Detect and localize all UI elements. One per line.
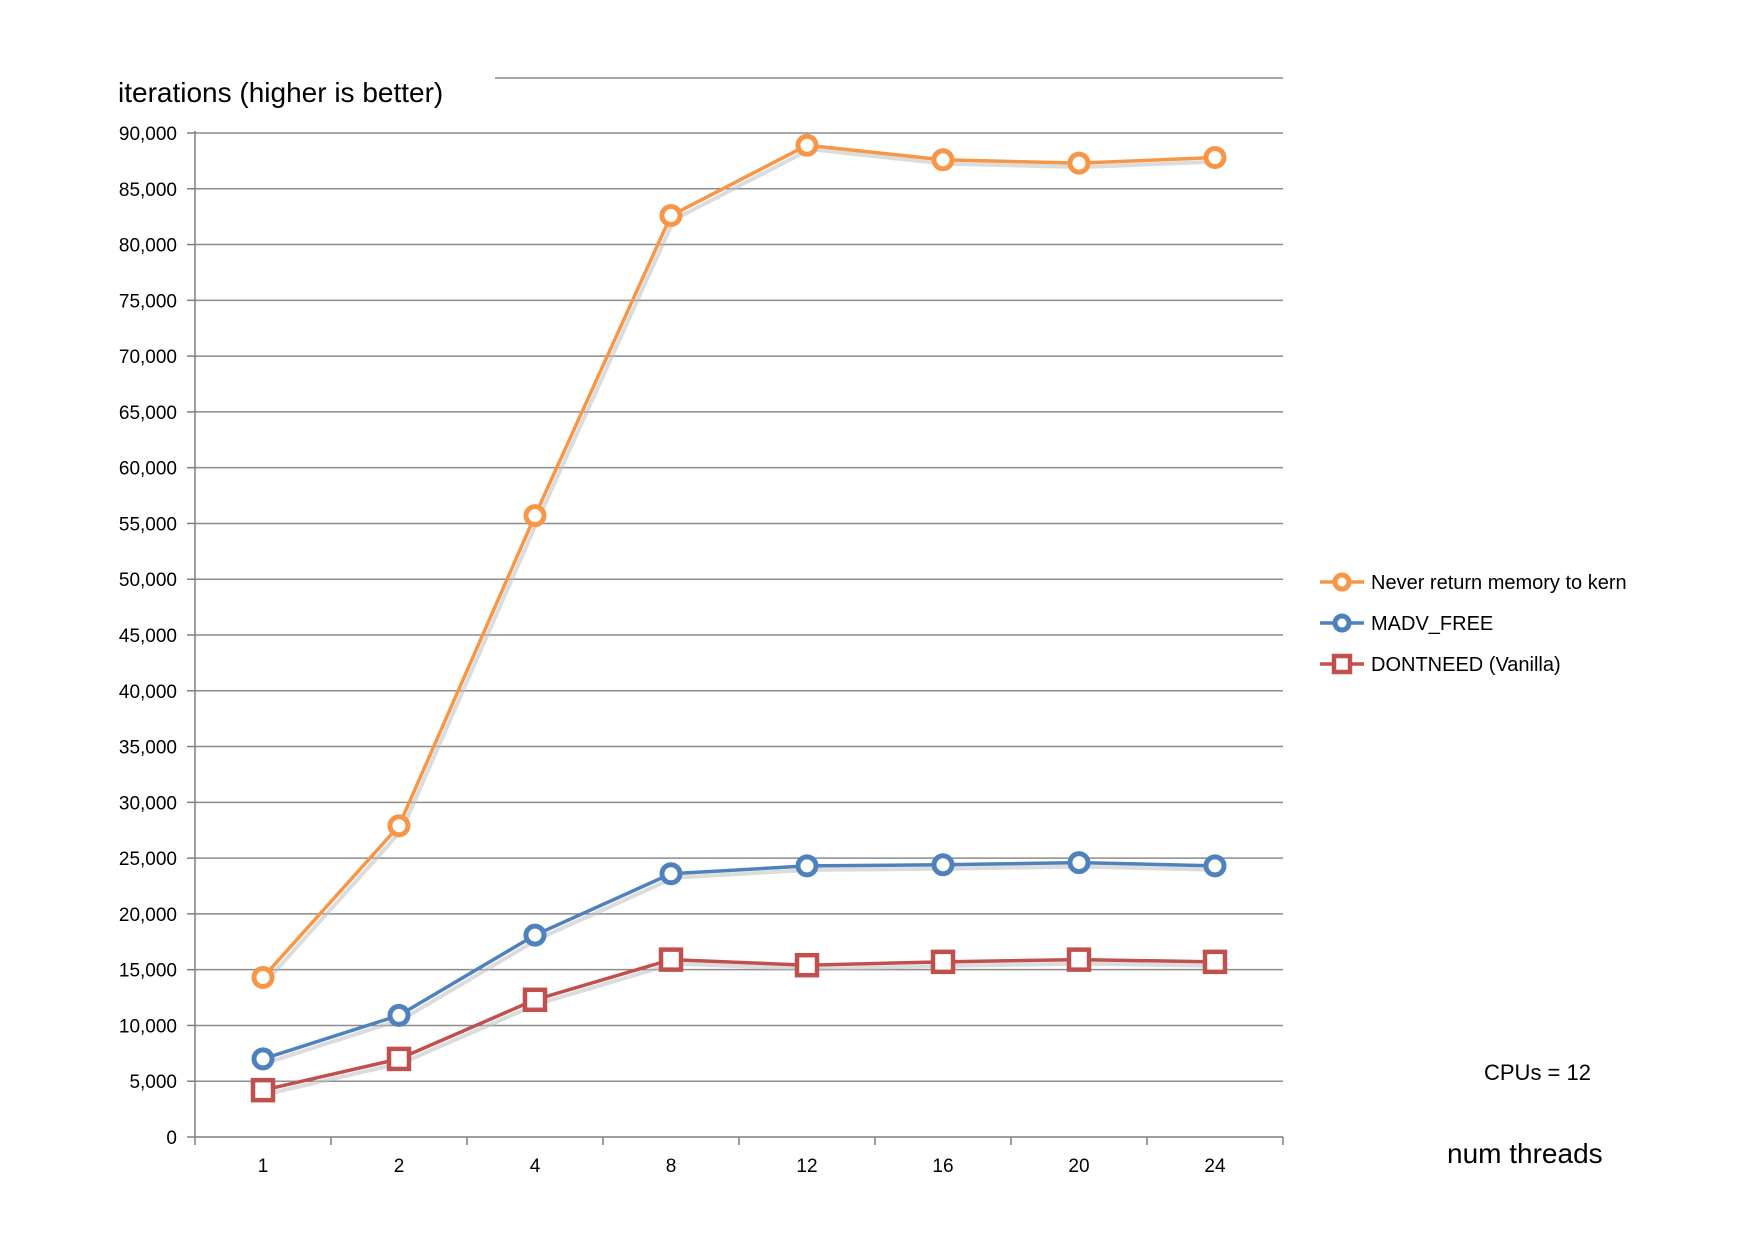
series-line-shadow xyxy=(265,864,1219,1065)
data-point xyxy=(931,148,955,172)
series-lines xyxy=(250,133,1228,1103)
x-tick-label: 1 xyxy=(258,1156,269,1177)
data-point xyxy=(523,923,547,947)
data-point xyxy=(522,987,548,1013)
y-tick-label: 60,000 xyxy=(119,459,177,480)
y-axis-title: iterations (higher is better) xyxy=(118,77,443,108)
x-tick-label: 2 xyxy=(394,1156,405,1177)
data-point xyxy=(1203,854,1227,878)
y-tick-label: 10,000 xyxy=(119,1016,177,1037)
data-point xyxy=(250,1077,276,1103)
x-tick-label: 20 xyxy=(1068,1156,1089,1177)
data-point xyxy=(1066,947,1092,972)
data-point xyxy=(795,133,819,157)
data-point xyxy=(1067,851,1091,875)
legend-item: DONTNEED (Vanilla) xyxy=(1320,653,1561,676)
x-axis-title: num threads xyxy=(1447,1138,1603,1169)
axes: 0 5,000 10,000 15,000 20,000 25,000 30,000 35,0… xyxy=(119,124,1284,1177)
cpus-annotation: CPUs = 12 xyxy=(1484,1060,1591,1085)
y-tick-label: 25,000 xyxy=(119,849,177,870)
y-tick-label: 15,000 xyxy=(119,961,177,982)
data-point xyxy=(251,965,275,989)
y-tick-label: 20,000 xyxy=(119,905,177,926)
y-tick-label: 0 xyxy=(166,1128,177,1149)
y-tick-label: 5,000 xyxy=(129,1072,177,1093)
y-tick-label: 75,000 xyxy=(119,291,177,312)
series-1 xyxy=(251,133,1227,989)
series-line-shadow xyxy=(264,147,1219,983)
data-point xyxy=(251,1047,275,1071)
series-line-shadow xyxy=(265,961,1219,1097)
data-point xyxy=(1202,949,1228,975)
y-tick-label: 80,000 xyxy=(119,236,177,257)
series-line xyxy=(262,957,1216,1092)
data-point xyxy=(387,814,411,838)
data-point xyxy=(386,1046,412,1072)
y-tick-label: 90,000 xyxy=(119,124,177,145)
data-point xyxy=(523,504,547,528)
legend-marker xyxy=(1331,653,1353,675)
data-point xyxy=(930,949,956,975)
y-tick-label: 65,000 xyxy=(119,403,177,424)
data-point xyxy=(1203,146,1227,170)
gridlines xyxy=(195,132,1283,1082)
legend: Never return memory to kern MADV_FREE DONT… xyxy=(1320,572,1627,676)
legend-item: MADV_FREE xyxy=(1320,613,1493,635)
legend-item: Never return memory to kern xyxy=(1320,572,1627,594)
legend-marker xyxy=(1332,613,1352,633)
x-tick-label: 4 xyxy=(530,1156,541,1177)
x-tick-label: 16 xyxy=(932,1156,953,1177)
data-point xyxy=(795,854,819,878)
x-tick-label: 12 xyxy=(796,1156,817,1177)
data-point xyxy=(1067,151,1091,175)
series-3 xyxy=(250,947,1228,1103)
y-tick-label: 70,000 xyxy=(119,347,177,368)
series-2 xyxy=(251,851,1227,1071)
data-point xyxy=(659,204,683,228)
y-tick-label: 50,000 xyxy=(119,570,177,591)
data-point xyxy=(387,1003,411,1027)
y-tick-label: 35,000 xyxy=(119,738,177,759)
y-tick-label: 30,000 xyxy=(119,793,177,814)
y-tick-label: 85,000 xyxy=(119,180,177,201)
legend-label: MADV_FREE xyxy=(1371,613,1493,635)
legend-label: DONTNEED (Vanilla) xyxy=(1371,654,1561,676)
data-point xyxy=(794,952,820,978)
x-tick-label: 24 xyxy=(1204,1156,1226,1177)
series-line xyxy=(261,143,1216,979)
data-point xyxy=(658,947,684,972)
y-tick-label: 45,000 xyxy=(119,626,177,647)
y-tick-label: 40,000 xyxy=(119,682,177,703)
legend-label: Never return memory to kern xyxy=(1371,572,1627,594)
series-line xyxy=(262,860,1216,1061)
x-tick-label: 8 xyxy=(666,1156,677,1177)
data-point xyxy=(931,853,955,877)
legend-marker xyxy=(1332,572,1352,592)
y-tick-label: 55,000 xyxy=(119,514,177,535)
data-point xyxy=(659,862,683,886)
